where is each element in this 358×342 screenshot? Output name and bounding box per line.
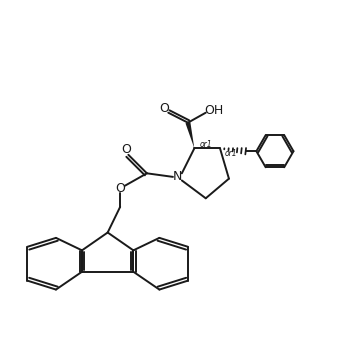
Text: O: O xyxy=(115,182,125,195)
Text: N: N xyxy=(173,170,182,183)
Text: OH: OH xyxy=(205,104,224,117)
Text: or1: or1 xyxy=(225,149,238,158)
Text: or1: or1 xyxy=(200,140,213,148)
Text: O: O xyxy=(159,102,169,115)
Polygon shape xyxy=(185,122,194,148)
Text: O: O xyxy=(121,143,131,156)
